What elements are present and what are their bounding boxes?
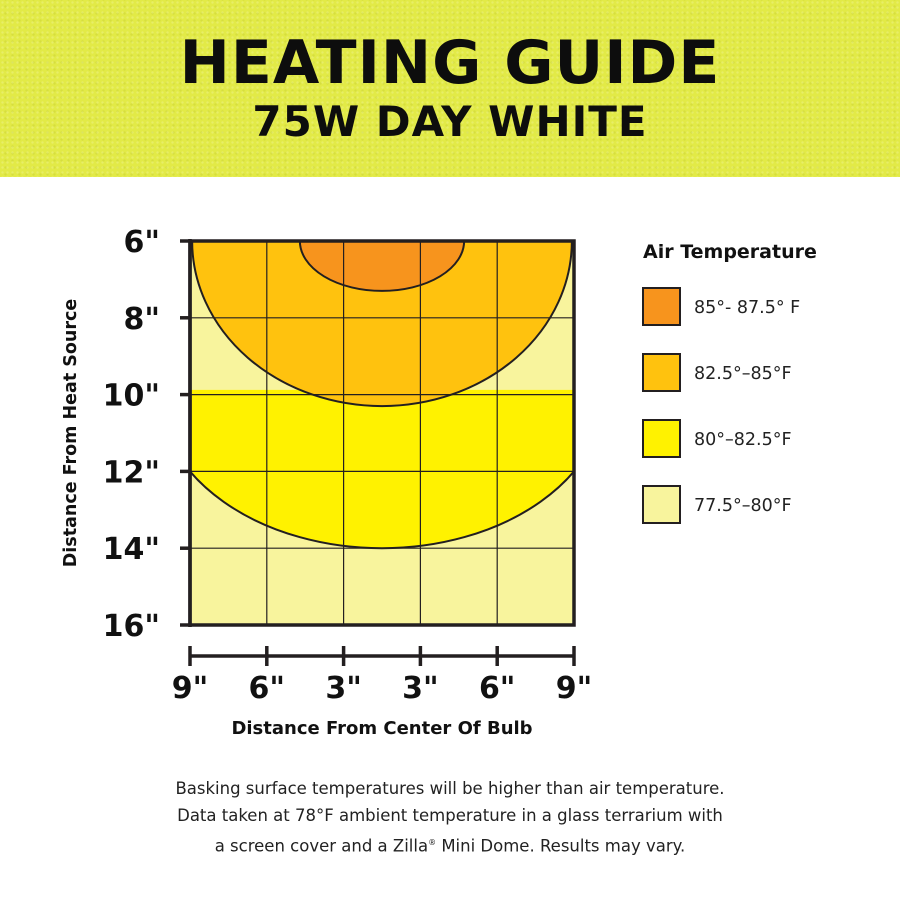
- x-tick-label: 9": [172, 671, 209, 706]
- legend: Air Temperature 85°- 87.5° F 82.5°–85°F …: [642, 241, 817, 524]
- legend-label: 80°–82.5°F: [694, 430, 792, 450]
- legend-label: 82.5°–85°F: [694, 364, 792, 384]
- registered-mark: ®: [428, 838, 437, 847]
- x-tick-label: 3": [402, 671, 439, 706]
- zone-82-5-85: [192, 241, 572, 407]
- y-axis-label: Distance From Heat Source: [61, 299, 81, 568]
- legend-entry: 80°–82.5°F: [642, 419, 792, 458]
- x-tick-label: 6": [479, 671, 516, 706]
- legend-label: 85°- 87.5° F: [694, 298, 800, 318]
- y-tick-label: 6": [123, 225, 160, 260]
- plot-area: [188, 239, 576, 627]
- y-tick-label: 8": [123, 302, 160, 337]
- y-tick-label: 14": [103, 532, 160, 567]
- legend-swatch: [642, 353, 681, 392]
- x-tick-label: 6": [249, 671, 286, 706]
- footnote-text: a screen cover and a Zilla: [214, 836, 429, 856]
- footnote-line: Data taken at 78°F ambient temperature i…: [177, 806, 723, 825]
- legend-swatch: [642, 287, 681, 326]
- x-tick-marks: [188, 646, 576, 666]
- zone-80-82-5: [190, 389, 574, 549]
- y-tick-label: 10": [103, 379, 160, 414]
- footnote: Basking surface temperatures will be hig…: [100, 775, 800, 860]
- y-axis: 6" 8" 10" 12" 14" 16" Distance From Heat…: [61, 225, 192, 644]
- y-tick-label: 12": [103, 455, 160, 490]
- legend-title: Air Temperature: [643, 241, 817, 263]
- x-tick-label: 3": [325, 671, 362, 706]
- legend-entry: 77.5°–80°F: [642, 485, 792, 524]
- footnote-line: a screen cover and a Zilla® Mini Dome. R…: [100, 829, 800, 860]
- x-axis-label: Distance From Center Of Bulb: [231, 718, 532, 739]
- legend-entry: 85°- 87.5° F: [642, 287, 800, 326]
- y-tick-marks: [180, 239, 190, 627]
- legend-swatch: [642, 485, 681, 524]
- zone-82-5-85-outline: [191, 241, 573, 408]
- legend-entry: 82.5°–85°F: [642, 353, 792, 392]
- zone-80-82-5-outline: [190, 469, 574, 550]
- zone-85-87-5-outline: [298, 241, 466, 292]
- grid-lines: [190, 241, 574, 625]
- footnote-line: Basking surface temperatures will be hig…: [175, 779, 725, 798]
- x-axis: 9" 6" 3" 3" 6" 9" Distance From Center O…: [172, 646, 593, 739]
- heating-chart: 6" 8" 10" 12" 14" 16" Distance From Heat…: [61, 225, 817, 739]
- x-tick-label: 9": [556, 671, 593, 706]
- header-banner: HEATING GUIDE 75W DAY WHITE: [0, 0, 900, 177]
- page-title: HEATING GUIDE: [179, 28, 721, 98]
- zone-85-87-5: [299, 241, 465, 291]
- page-subtitle: 75W DAY WHITE: [252, 97, 648, 146]
- legend-label: 77.5°–80°F: [694, 496, 792, 516]
- y-tick-label: 16": [103, 609, 160, 644]
- footnote-text: Mini Dome. Results may vary.: [436, 836, 686, 856]
- legend-swatch: [642, 419, 681, 458]
